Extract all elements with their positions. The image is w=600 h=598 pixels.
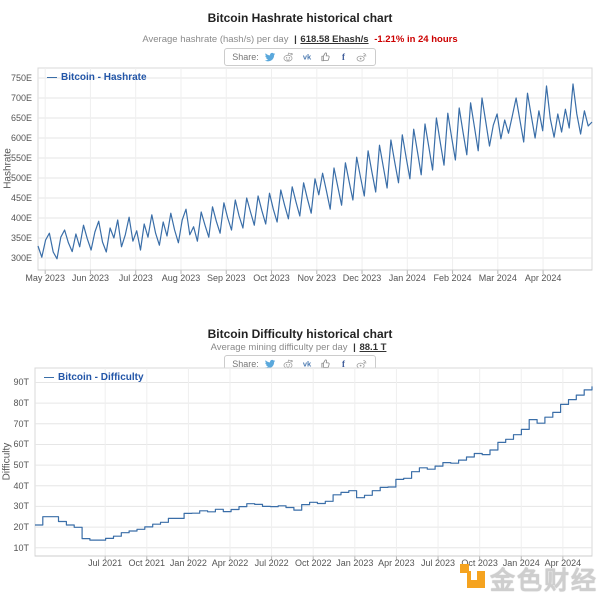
- difficulty-plot-area[interactable]: 10T 20T 30T 40T 50T 60T 70T 80T 90T Jul 2021 Oct 2…: [0, 299, 600, 598]
- x-axis-label: Oct 2022: [294, 558, 332, 568]
- svg-text:vk: vk: [303, 53, 312, 62]
- y-axis-label: 30T: [13, 501, 29, 512]
- y-axis-title: Difficulty: [1, 442, 13, 481]
- x-axis-label: Jan 2024: [388, 273, 426, 283]
- y-axis-label: 600E: [10, 133, 32, 143]
- share-icons: vk f: [264, 51, 368, 63]
- y-axis-label: 90T: [13, 377, 29, 388]
- series-line: [35, 386, 593, 541]
- y-axis-label: 350E: [10, 233, 32, 243]
- x-axis-label: Aug 2023: [161, 273, 201, 283]
- y-axis-label: 60T: [13, 439, 29, 450]
- share-icons: vk f: [264, 358, 368, 370]
- x-axis-label: Dec 2023: [342, 273, 382, 283]
- facebook-icon[interactable]: f: [338, 51, 349, 63]
- subtitle-separator: |: [353, 342, 356, 353]
- weibo-icon[interactable]: [355, 358, 368, 370]
- hashrate-plot-area[interactable]: 300E 350E 400E 450E 500E 550E 600E 650E 700E 750E…: [0, 0, 600, 299]
- legend-label: Bitcoin - Hashrate: [61, 72, 147, 83]
- twitter-icon[interactable]: [264, 358, 276, 370]
- x-axis-label: Apr 2024: [544, 558, 582, 568]
- subtitle-separator: |: [294, 34, 297, 45]
- y-axis-label: 500E: [10, 173, 32, 183]
- chart-subtitle: Average hashrate (hash/s) per day | 618.…: [0, 34, 600, 45]
- x-axis-label: Jun 2023: [71, 273, 109, 283]
- series-line: [37, 83, 593, 260]
- y-axis-label: 40T: [13, 480, 29, 491]
- x-axis-label: Feb 2024: [433, 273, 472, 283]
- x-axis-label: Mar 2024: [478, 273, 517, 283]
- legend-item[interactable]: — Bitcoin - Difficulty: [44, 372, 144, 383]
- x-axis-label: Jul 2021: [88, 558, 123, 568]
- chart-canvas: [34, 367, 593, 560]
- twitter-icon[interactable]: [264, 51, 276, 63]
- legend-label: Bitcoin - Difficulty: [58, 372, 144, 383]
- y-axis-label: 80T: [13, 398, 29, 409]
- x-axis-label: Oct 2023: [461, 558, 498, 568]
- chart-subtitle: Average mining difficulty per day | 88.1…: [0, 342, 600, 353]
- watermark: 金色财经: [459, 562, 598, 594]
- y-axis-title: Hashrate: [2, 148, 14, 189]
- subtitle-text: Average mining difficulty per day: [210, 342, 348, 353]
- share-box: Share: vk f: [224, 48, 376, 66]
- x-axis-label: Oct 2023: [253, 273, 290, 283]
- x-axis-label: Apr 2023: [378, 558, 415, 568]
- y-axis-label: 400E: [10, 213, 32, 223]
- share-label: Share:: [232, 359, 259, 369]
- y-axis-label: 450E: [10, 193, 32, 203]
- y-axis-label: 20T: [13, 522, 29, 533]
- metric-value[interactable]: 618.58 Ehash/s: [300, 34, 369, 45]
- legend-line-marker: —: [47, 72, 57, 83]
- jinse-logo-icon: [459, 562, 486, 594]
- x-axis-label: Jul 2022: [254, 558, 289, 568]
- y-axis-label: 50T: [13, 460, 29, 471]
- reddit-icon[interactable]: [282, 51, 294, 63]
- svg-text:vk: vk: [303, 360, 312, 369]
- svg-text:f: f: [342, 52, 346, 62]
- facebook-icon[interactable]: f: [338, 358, 349, 370]
- x-axis-label: Jan 2024: [502, 558, 540, 568]
- y-axis-label: 10T: [13, 542, 29, 553]
- x-axis-label: Nov 2023: [297, 273, 337, 283]
- metric-change: -1.21% in 24 hours: [374, 34, 458, 45]
- x-axis-label: Apr 2024: [524, 273, 562, 283]
- x-axis-label: Sep 2023: [206, 273, 246, 283]
- thumbs-up-icon[interactable]: [320, 51, 332, 63]
- metric-value[interactable]: 88.1 T: [359, 342, 387, 353]
- svg-text:f: f: [342, 359, 346, 369]
- vk-icon[interactable]: vk: [300, 51, 314, 63]
- subtitle-text: Average hashrate (hash/s) per day: [142, 34, 289, 45]
- y-axis-label: 750E: [10, 73, 32, 83]
- hashrate-chart-section: Bitcoin Hashrate historical chart Averag…: [0, 0, 600, 299]
- share-label: Share:: [232, 52, 259, 62]
- vk-icon[interactable]: vk: [300, 358, 314, 370]
- watermark-text: 金色财经: [489, 567, 598, 595]
- difficulty-chart-section: Bitcoin Difficulty historical chart Aver…: [0, 299, 600, 598]
- chart-title: Bitcoin Difficulty historical chart: [207, 327, 393, 341]
- x-axis-label: Apr 2022: [211, 558, 249, 568]
- weibo-icon[interactable]: [355, 51, 368, 63]
- y-axis-label: 650E: [10, 113, 32, 123]
- x-axis-label: May 2023: [25, 273, 65, 283]
- y-axis-label: 550E: [10, 153, 32, 163]
- x-axis-label: Oct 2021: [128, 558, 166, 568]
- x-axis-label: Jan 2023: [336, 558, 374, 568]
- chart-title: Bitcoin Hashrate historical chart: [207, 11, 393, 25]
- y-axis-label: 300E: [10, 253, 32, 263]
- y-axis-label: 700E: [10, 93, 32, 103]
- x-axis-label: Jul 2023: [118, 273, 153, 283]
- y-axis-label: 70T: [13, 418, 29, 429]
- legend-item[interactable]: — Bitcoin - Hashrate: [47, 72, 147, 83]
- x-axis-label: Jul 2023: [421, 558, 456, 568]
- chart-canvas: [37, 67, 593, 274]
- share-bar: Share: vk f: [0, 47, 600, 66]
- x-axis-label: Jan 2022: [169, 558, 207, 568]
- legend-line-marker: —: [44, 372, 54, 383]
